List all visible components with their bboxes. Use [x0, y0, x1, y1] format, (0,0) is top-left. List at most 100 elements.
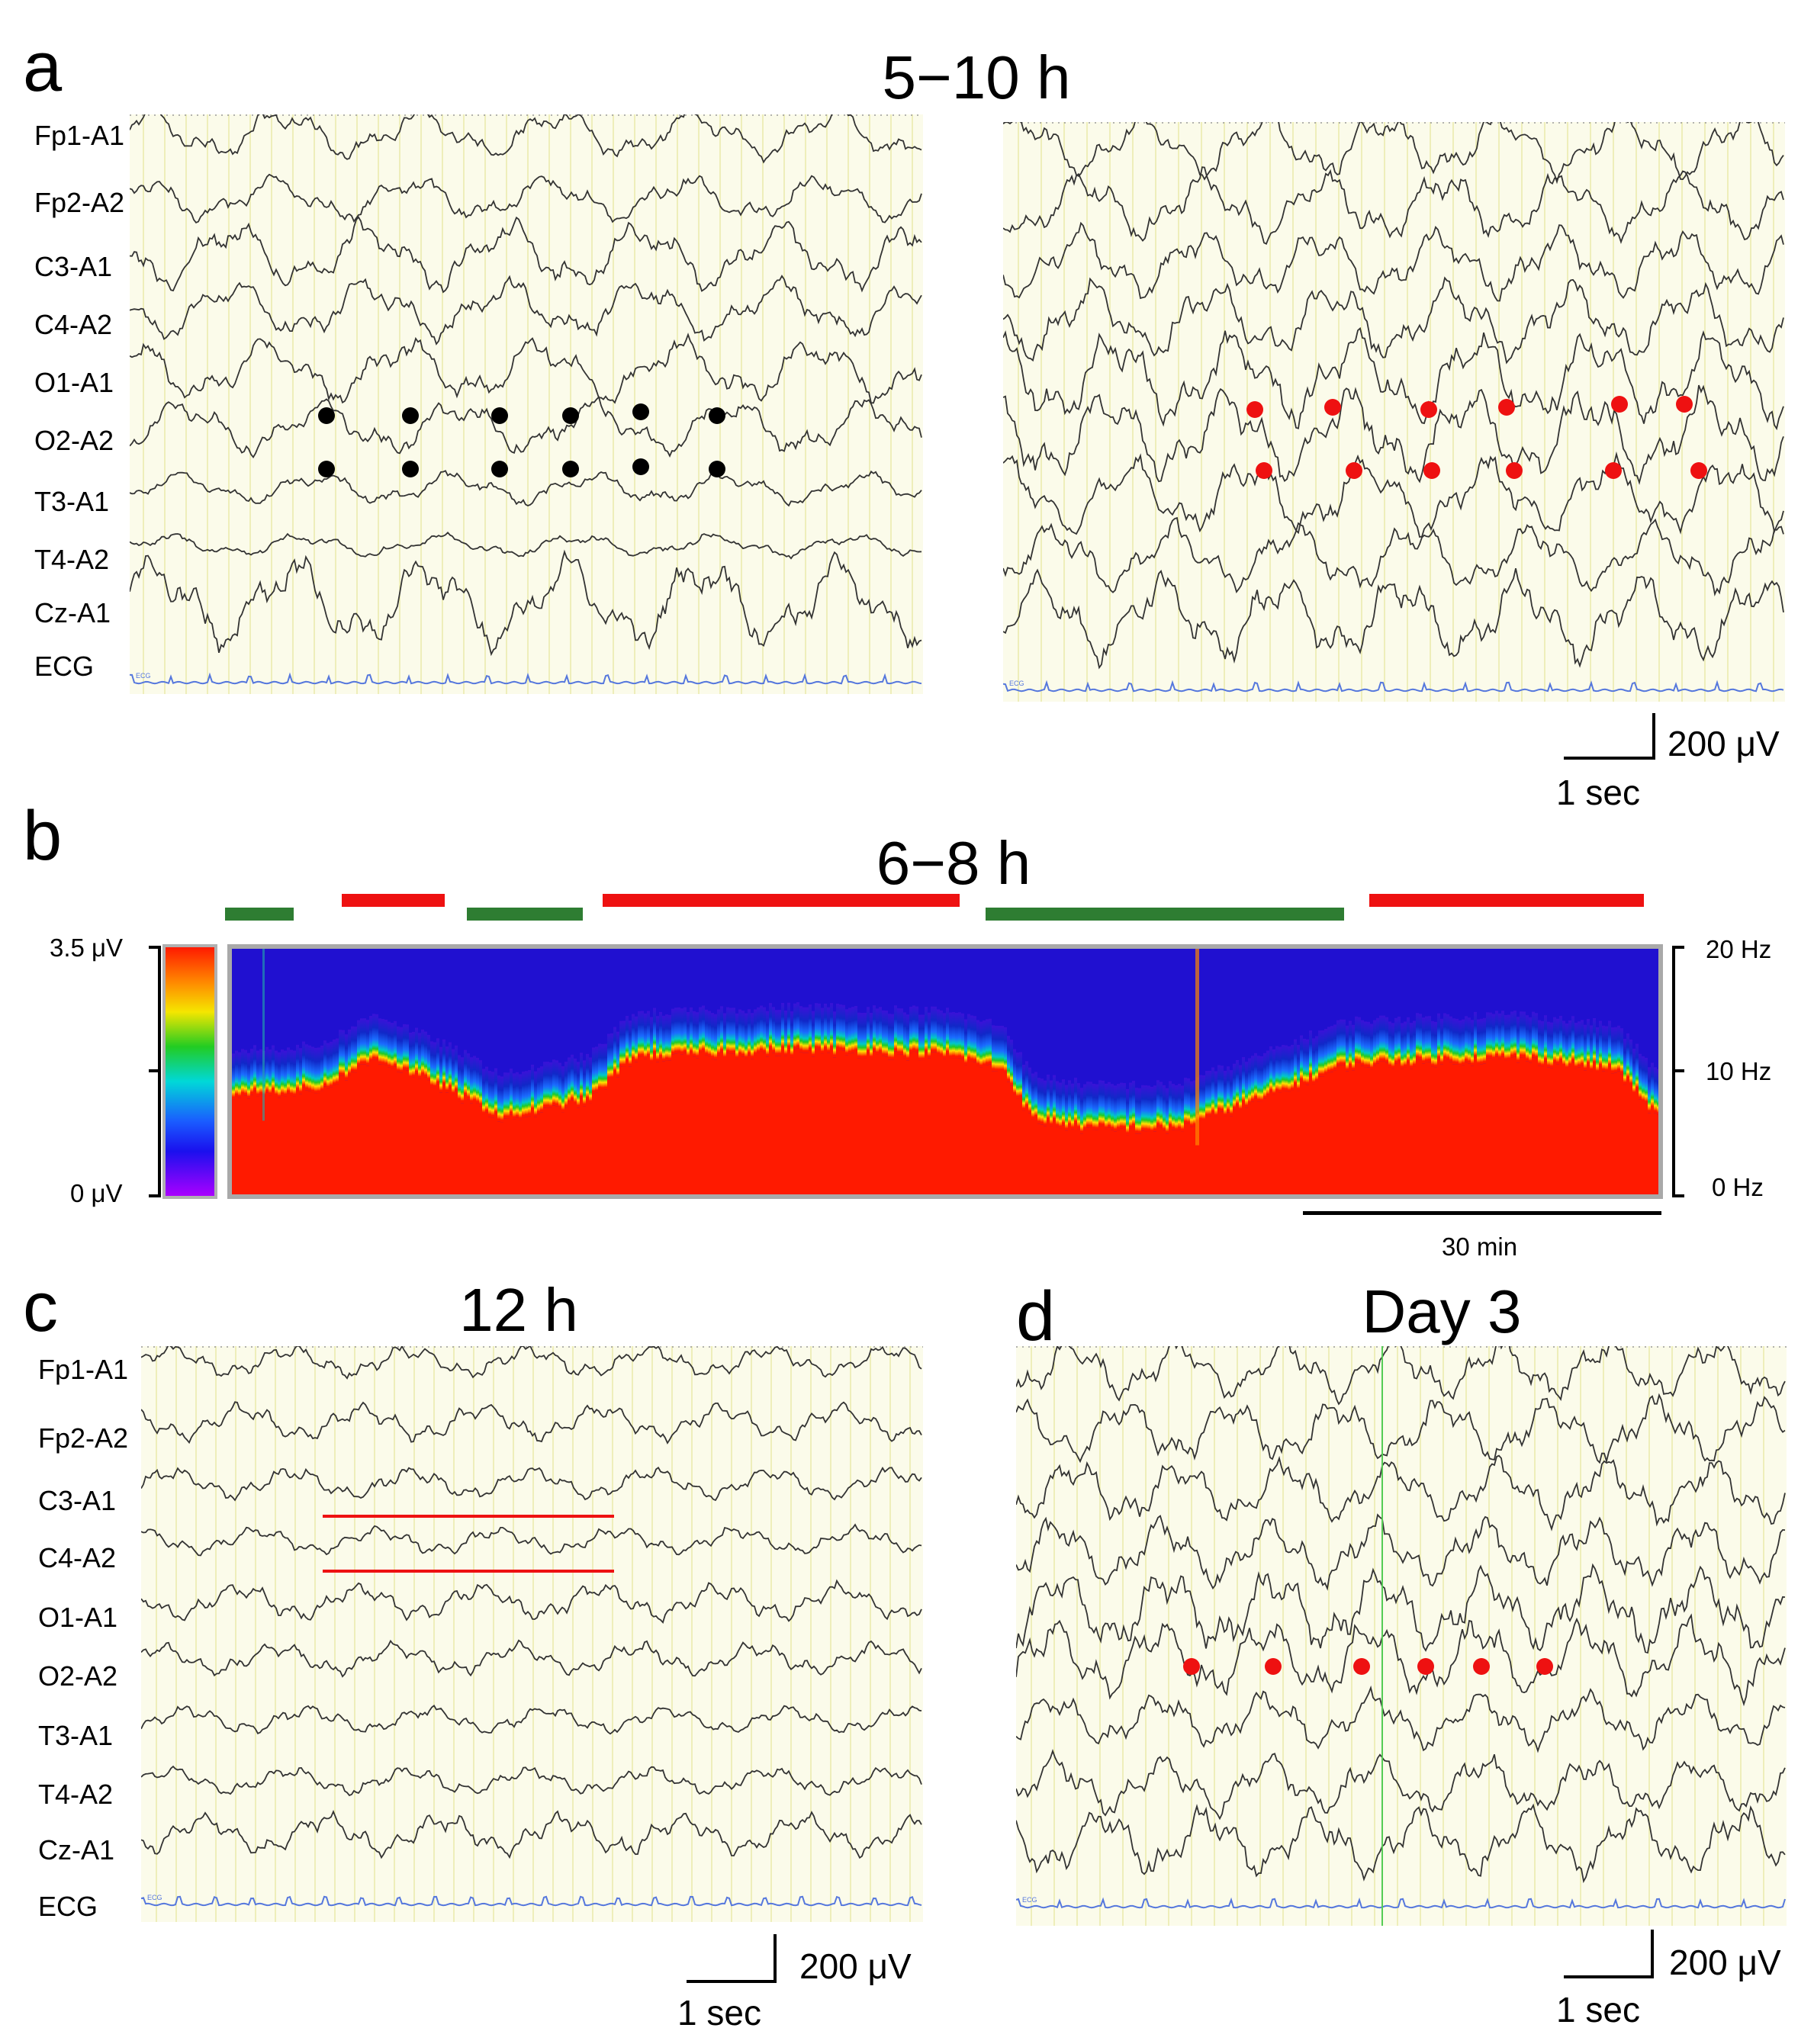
spectral-column: [1394, 1017, 1397, 1064]
spectral-column: [272, 1091, 275, 1194]
spectral-column: [992, 1025, 995, 1072]
spectral-column: [650, 1062, 653, 1194]
spectral-column: [1031, 1119, 1034, 1194]
eeg-svg: ECG: [141, 1346, 923, 1922]
spectral-column: [790, 1011, 793, 1058]
spectral-column: [1541, 1066, 1544, 1194]
spectral-column: [250, 1049, 253, 1095]
spectral-column: [873, 1005, 876, 1052]
spectral-column: [690, 1007, 693, 1053]
spectral-column: [1526, 1061, 1529, 1194]
spectral-column: [1596, 1027, 1599, 1073]
spectral-column: [1138, 1133, 1141, 1194]
spectral-column: [1330, 1026, 1333, 1072]
spectral-column: [1089, 1081, 1092, 1128]
spectral-column: [339, 1075, 342, 1194]
spectral-column: [885, 1011, 888, 1057]
spectral-column: [1025, 1061, 1028, 1107]
spectral-column: [723, 1013, 726, 1059]
spectral-column: [705, 1009, 708, 1056]
spectral-column: [247, 1098, 250, 1194]
spectral-column: [1495, 1011, 1498, 1057]
eeg-traces-c: ECG: [141, 1346, 923, 1922]
spectral-column: [1477, 1019, 1480, 1065]
spectral-column: [1233, 1109, 1236, 1194]
spectral-column: [345, 1034, 348, 1081]
spectral-column: [802, 1053, 806, 1194]
spectral-column: [1401, 1069, 1404, 1194]
spectral-column: [1407, 1062, 1410, 1194]
spectral-column: [1617, 1071, 1620, 1194]
spectral-column: [351, 1026, 354, 1072]
seizure-bar: [1369, 894, 1644, 907]
spectral-column: [1098, 1126, 1102, 1194]
spectral-column: [394, 1066, 397, 1194]
eeg-trace: [1016, 1613, 1786, 1707]
spectral-column: [955, 1058, 958, 1194]
spectral-column: [467, 1099, 470, 1194]
spectral-column: [238, 1052, 241, 1098]
spectral-column: [635, 1016, 638, 1062]
spectral-column: [1019, 1052, 1022, 1098]
spectral-column: [473, 1101, 476, 1194]
spectral-column: [464, 1049, 467, 1096]
spectral-column: [1263, 1053, 1266, 1099]
spectral-column: [885, 1056, 888, 1194]
spectral-column: [979, 1067, 983, 1194]
spectral-column: [1489, 1012, 1492, 1059]
spectral-column: [375, 1014, 378, 1060]
spectral-column: [1001, 1072, 1004, 1194]
amplitude-colorbar: [162, 944, 217, 1199]
spectral-column: [583, 1106, 586, 1194]
spectral-column: [848, 1053, 851, 1194]
spectral-column: [1074, 1078, 1077, 1124]
channel-label: C4-A2: [38, 1542, 117, 1573]
spectral-column: [314, 1047, 317, 1094]
time-scale-bar-c: [687, 1980, 777, 1983]
spectral-column: [1626, 1079, 1629, 1194]
spectral-column: [1205, 1117, 1208, 1194]
spectral-column: [1159, 1081, 1163, 1128]
spectral-column: [1285, 1091, 1288, 1194]
spectral-column: [626, 1015, 629, 1062]
spectral-column: [1388, 1021, 1391, 1068]
spectral-column: [1584, 1070, 1587, 1194]
spectral-column: [1315, 1081, 1318, 1194]
spectral-column: [406, 1070, 409, 1194]
eeg-trace: [1003, 568, 1784, 670]
spectral-column: [1617, 1025, 1620, 1072]
freq-mid-label: 10 Hz: [1706, 1057, 1772, 1085]
spectral-column: [1016, 1098, 1019, 1194]
spectral-column: [1526, 1015, 1529, 1062]
discharge-marker: [318, 407, 335, 424]
spectral-column: [1266, 1050, 1269, 1097]
spectral-column: [894, 1005, 897, 1052]
spectral-column: [1455, 1064, 1459, 1194]
spectral-column: [613, 1027, 616, 1073]
spectral-column: [430, 1041, 433, 1088]
spectral-column: [326, 1043, 330, 1089]
eeg-trace: [1016, 1513, 1786, 1591]
spectral-column: [1282, 1091, 1285, 1194]
spectral-column: [275, 1050, 278, 1097]
spectral-column: [1233, 1063, 1236, 1110]
spectral-column: [1596, 1072, 1599, 1194]
spectral-column: [1282, 1045, 1285, 1091]
eeg-svg: ECG: [1016, 1346, 1787, 1926]
spectral-column: [1449, 1016, 1452, 1062]
spectral-column: [827, 1007, 830, 1053]
spectral-column: [1117, 1130, 1120, 1194]
spectral-column: [1553, 1017, 1556, 1063]
spectral-column: [369, 1061, 372, 1194]
spectral-column: [830, 1049, 833, 1194]
spectral-column: [903, 1058, 906, 1194]
spectral-column: [372, 1014, 375, 1060]
spectral-column: [970, 1061, 973, 1194]
spectral-column: [568, 1057, 571, 1104]
spectral-column: [601, 1089, 604, 1194]
spectral-column: [925, 1053, 928, 1194]
spectral-column: [787, 1002, 790, 1049]
discharge-marker: [1676, 396, 1693, 413]
spectral-column: [1263, 1098, 1266, 1194]
spectral-column: [1343, 1065, 1346, 1194]
